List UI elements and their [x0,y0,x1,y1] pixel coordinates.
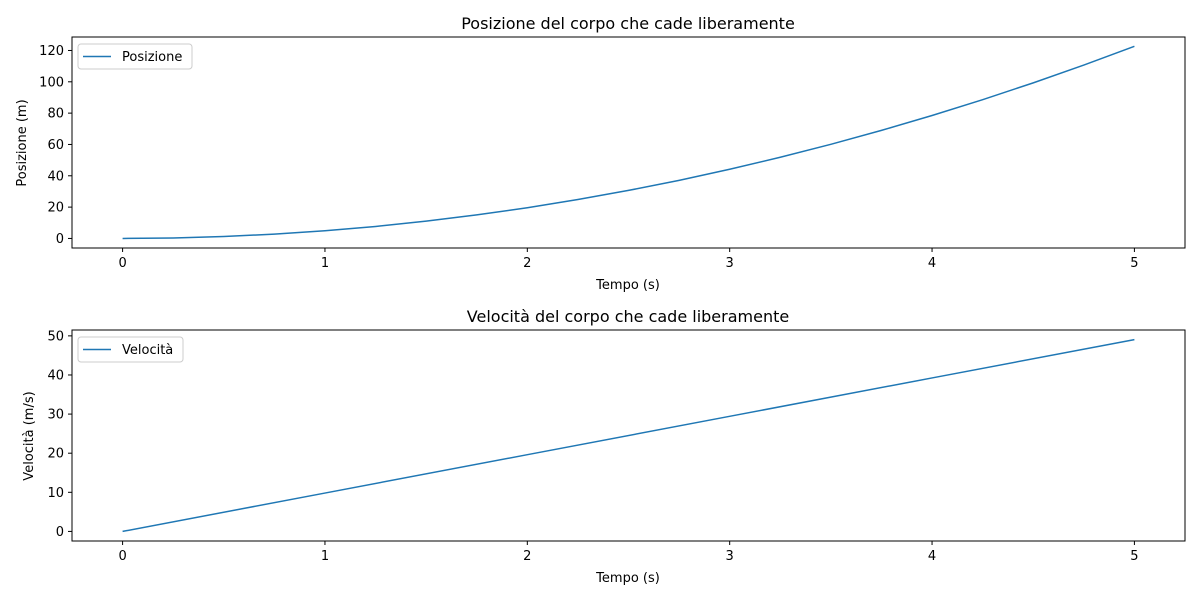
velocity-y-tick-label: 10 [47,486,64,501]
position-series-line [122,45,1135,240]
position-y-tick-label: 40 [47,169,64,184]
velocity-chart: Velocità del corpo che cade liberamente … [22,307,1186,586]
position-y-tick-label: 100 [39,75,64,90]
position-x-tick-label: 5 [1130,256,1138,271]
position-y-axis-label: Posizione (m) [15,99,30,186]
position-chart: Posizione del corpo che cade liberamente… [15,14,1186,293]
position-y-tick-label: 80 [47,107,64,122]
velocity-legend-label: Velocità [122,343,173,358]
velocity-x-axis-label: Tempo (s) [595,571,660,586]
position-x-tick-label: 1 [321,256,329,271]
velocity-x-tick-label: 2 [523,549,531,564]
position-x-tick-label: 2 [523,256,531,271]
position-legend-label: Posizione [122,50,182,65]
velocity-chart-title: Velocità del corpo che cade liberamente [467,307,789,326]
position-chart-title: Posizione del corpo che cade liberamente [461,14,795,33]
position-x-tick-label: 0 [118,256,126,271]
velocity-x-tick-label: 0 [118,549,126,564]
velocity-y-axis-label: Velocità (m/s) [22,391,37,480]
position-y-tick-label: 60 [47,138,64,153]
position-legend-box [77,43,193,70]
velocity-y-tick-label: 50 [47,329,64,344]
velocity-legend-box [77,336,184,363]
position-x-axis-label: Tempo (s) [595,278,660,293]
position-plot-frame [71,36,1186,249]
position-y-tick-label: 120 [39,44,64,59]
velocity-series-line [122,338,1135,533]
velocity-y-tick-label: 20 [47,447,64,462]
velocity-y-tick-label: 0 [56,525,64,540]
velocity-plot-frame [71,329,1186,542]
velocity-x-tick-label: 3 [726,549,734,564]
velocity-x-tick-label: 1 [321,549,329,564]
velocity-x-tick-label: 5 [1130,549,1138,564]
position-y-tick-label: 0 [56,232,64,247]
position-x-tick-label: 3 [726,256,734,271]
position-x-tick-label: 4 [928,256,936,271]
velocity-y-tick-label: 30 [47,408,64,423]
position-y-tick-label: 20 [47,201,64,216]
velocity-x-tick-label: 4 [928,549,936,564]
velocity-y-tick-label: 40 [47,368,64,383]
